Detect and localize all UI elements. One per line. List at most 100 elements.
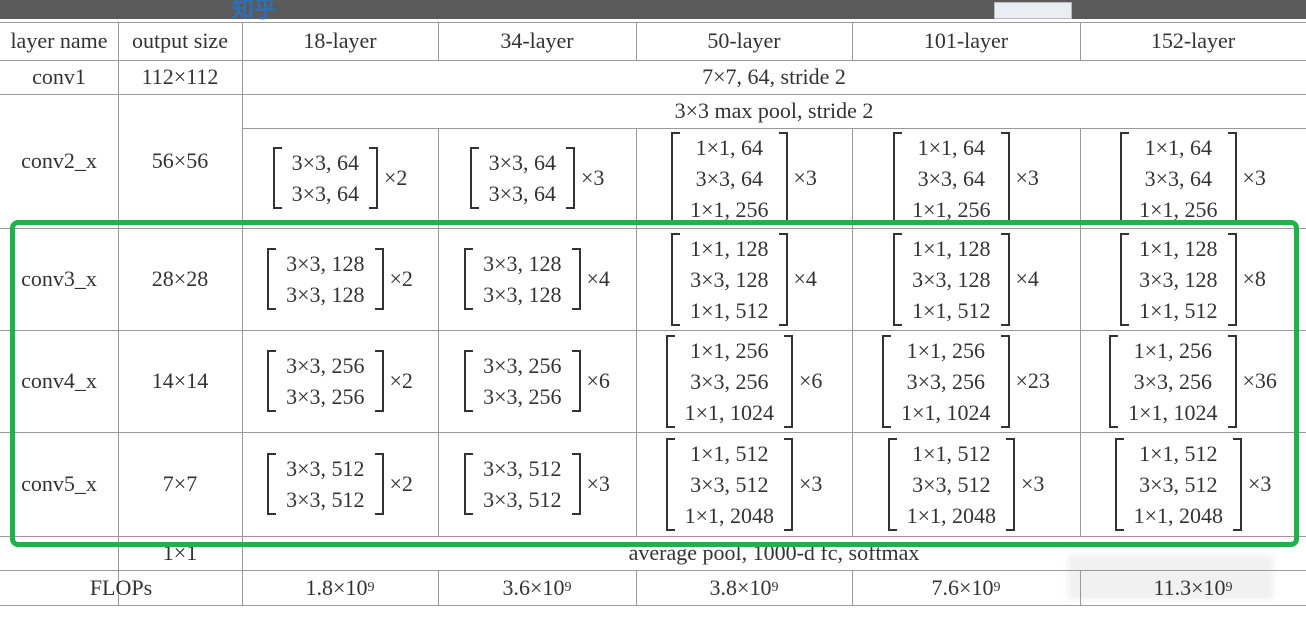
block-cell: 1×1, 512 3×3, 512 1×1, 2048 ×3: [852, 432, 1080, 536]
bracket: [778, 232, 788, 326]
block: 3×3, 64 3×3, 64 ×3: [469, 147, 605, 209]
block-line: 3×3, 256: [286, 353, 365, 378]
block-line: 3×3, 512: [1139, 471, 1218, 497]
block-line: 1×1, 512: [690, 297, 769, 323]
block: 1×1, 64 3×3, 64 1×1, 256 ×3: [893, 131, 1039, 225]
bracket: [374, 453, 384, 515]
block: 1×1, 512 3×3, 512 1×1, 2048 ×3: [887, 437, 1045, 531]
block: 3×3, 512 3×3, 512 ×2: [267, 453, 413, 515]
flops-value: 3.6×10 9: [438, 570, 636, 605]
layer-name: conv4_x: [21, 368, 97, 393]
write-button[interactable]: [994, 2, 1072, 19]
block-lines: 1×1, 512 3×3, 512 1×1, 2048: [897, 438, 1006, 531]
block-line: 1×1, 512: [690, 440, 769, 466]
col-line: [1080, 22, 1081, 60]
col-line: [636, 22, 637, 60]
block-line: 3×3, 64: [488, 181, 556, 206]
block-line: 3×3, 512: [483, 487, 562, 512]
column-header: 34-layer: [500, 28, 574, 53]
block-lines: 1×1, 512 3×3, 512 1×1, 2048: [1124, 438, 1233, 531]
block-line: 1×1, 512: [1139, 297, 1218, 323]
block-lines: 1×1, 128 3×3, 128 1×1, 512: [680, 233, 778, 326]
block-line: 1×1, 64: [695, 134, 763, 160]
block: 1×1, 64 3×3, 64 1×1, 256 ×3: [671, 131, 817, 225]
block-times: ×23: [1015, 368, 1050, 393]
block-lines: 3×3, 512 3×3, 512: [276, 453, 374, 515]
col-line: [636, 570, 637, 605]
block-line: 3×3, 512: [690, 471, 769, 497]
bracket: [374, 248, 384, 310]
row-line: [0, 570, 1306, 571]
output-size: 56×56: [151, 148, 209, 173]
flops-exp: 9: [367, 579, 375, 595]
block-line: 3×3, 256: [483, 384, 562, 409]
bracket: [1120, 232, 1130, 326]
block: 1×1, 512 3×3, 512 1×1, 2048 ×3: [665, 437, 823, 531]
bracket: [887, 437, 897, 531]
block-line: 1×1, 256: [1133, 337, 1212, 363]
block-cell: 3×3, 512 3×3, 512 ×2: [242, 432, 438, 536]
block-times: ×3: [1021, 471, 1045, 496]
bracket: [671, 232, 681, 326]
block-line: 1×1, 512: [912, 440, 991, 466]
block-cell: 3×3, 64 3×3, 64 ×3: [438, 128, 636, 228]
block-lines: 1×1, 128 3×3, 128 1×1, 512: [902, 233, 1000, 326]
block-line: 3×3, 64: [291, 181, 359, 206]
block-line: 3×3, 128: [912, 266, 991, 292]
bracket: [464, 453, 474, 515]
col-line: [438, 128, 439, 536]
block: 1×1, 256 3×3, 256 1×1, 1024 ×6: [665, 334, 822, 428]
row-line: [0, 94, 1306, 95]
block: 1×1, 128 3×3, 128 1×1, 512 ×4: [671, 232, 817, 326]
block-line: 3×3, 256: [483, 353, 562, 378]
layer-name: conv1: [32, 64, 86, 89]
block-lines: 3×3, 256 3×3, 256: [473, 350, 571, 412]
block-cell: 1×1, 128 3×3, 128 1×1, 512 ×8: [1080, 228, 1306, 330]
bracket: [1114, 437, 1124, 531]
block-cell: 1×1, 64 3×3, 64 1×1, 256 ×3: [852, 128, 1080, 228]
bracket: [1233, 437, 1242, 531]
block-times: ×3: [799, 471, 823, 496]
block-line: 1×1, 1024: [901, 399, 991, 425]
block-line: 1×1, 64: [917, 134, 985, 160]
flops-value: 3.8×10 9: [636, 570, 852, 605]
bracket: [571, 453, 581, 515]
block-times: ×3: [586, 471, 610, 496]
output-size: 112×112: [141, 64, 219, 89]
bracket: [369, 147, 378, 209]
row-line: [0, 605, 1306, 606]
block-times: ×4: [586, 266, 610, 291]
col-line: [1080, 570, 1081, 605]
block-line: 1×1, 128: [690, 235, 769, 261]
block-times: ×6: [586, 368, 610, 393]
block-line: 3×3, 512: [912, 471, 991, 497]
flops-base: 3.8×10: [709, 574, 772, 600]
block-cell: 3×3, 64 3×3, 64 ×2: [242, 128, 438, 228]
block: 3×3, 256 3×3, 256 ×2: [267, 350, 413, 412]
column-header: 152-layer: [1150, 28, 1236, 53]
layer-name: conv2_x: [21, 148, 97, 173]
block-line: 1×1, 256: [1139, 196, 1218, 222]
block-line: 3×3, 64: [695, 165, 763, 191]
column-header: output size: [132, 28, 228, 53]
block-line: 1×1, 1024: [684, 399, 774, 425]
block-cell: 1×1, 64 3×3, 64 1×1, 256 ×3: [1080, 128, 1306, 228]
block-times: ×2: [389, 368, 413, 393]
block-lines: 1×1, 64 3×3, 64 1×1, 256: [902, 132, 1000, 225]
block-times: ×3: [581, 165, 605, 190]
column-header: 50-layer: [707, 28, 781, 53]
flops-exp: 9: [564, 579, 572, 595]
block-times: ×8: [1242, 266, 1266, 291]
block-cell: 1×1, 128 3×3, 128 1×1, 512 ×4: [636, 228, 852, 330]
column-header: 18-layer: [303, 28, 377, 53]
layer-name: conv5_x: [21, 471, 97, 496]
bracket: [778, 131, 788, 225]
flops-base: 3.6×10: [502, 574, 565, 600]
block-times: ×36: [1242, 368, 1277, 393]
col-line: [636, 128, 637, 536]
block-cell: 3×3, 128 3×3, 128 ×2: [242, 228, 438, 330]
block-line: 3×3, 512: [286, 487, 365, 512]
block: 1×1, 256 3×3, 256 1×1, 1024 ×36: [1109, 334, 1277, 428]
block-line: 1×1, 256: [906, 337, 985, 363]
